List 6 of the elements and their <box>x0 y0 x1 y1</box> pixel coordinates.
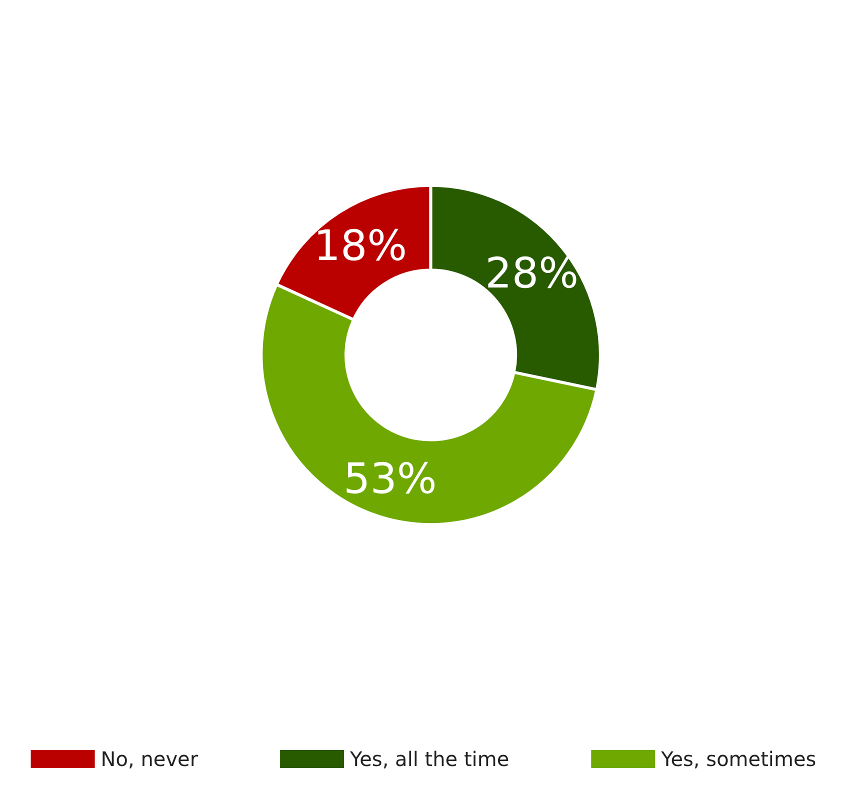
legend-label: Yes, sometimes <box>660 747 816 771</box>
legend-label: No, never <box>100 747 199 771</box>
data-label: 53% <box>343 454 437 504</box>
legend-label: Yes, all the time <box>349 747 510 771</box>
data-label: 18% <box>314 220 408 270</box>
data-label: 28% <box>485 248 579 298</box>
